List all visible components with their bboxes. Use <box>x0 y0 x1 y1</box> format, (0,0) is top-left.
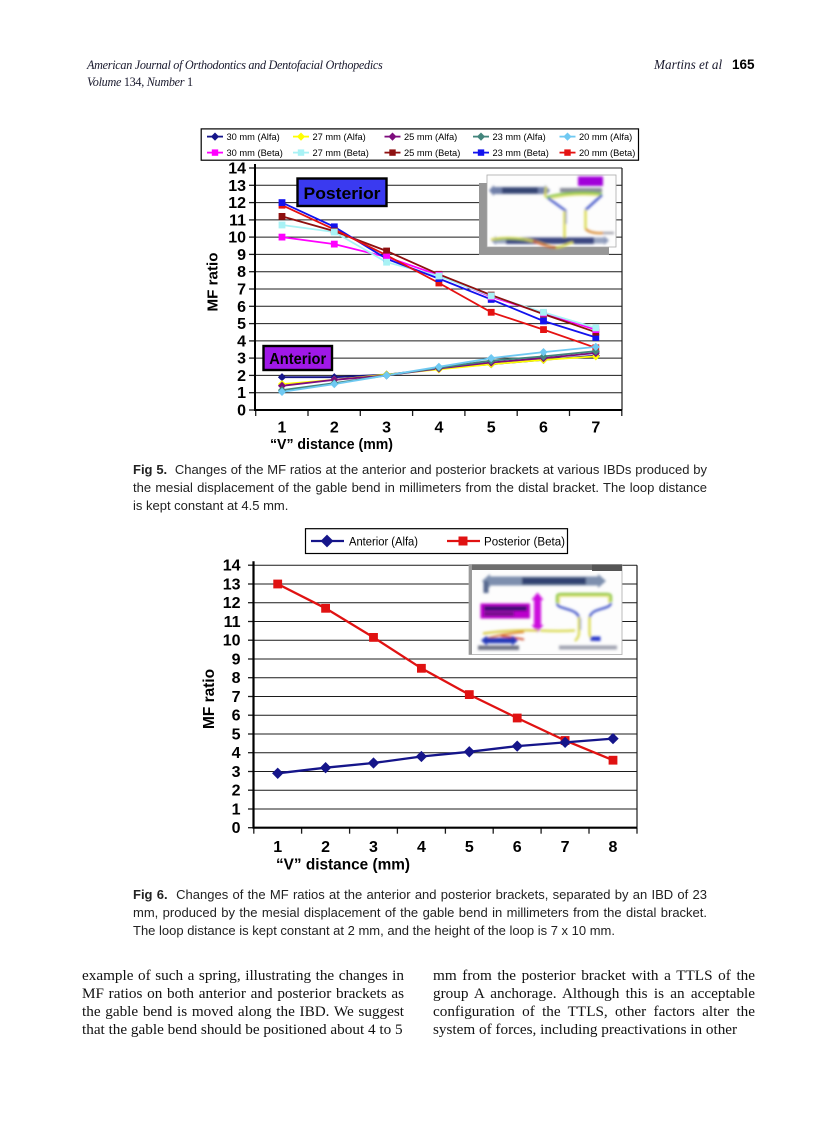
svg-text:10: 10 <box>223 633 241 650</box>
svg-text:11: 11 <box>224 614 241 631</box>
svg-text:Posterior (Beta): Posterior (Beta) <box>484 534 565 548</box>
svg-text:4: 4 <box>237 333 246 350</box>
svg-text:5: 5 <box>232 727 241 744</box>
svg-text:12: 12 <box>223 595 241 612</box>
svg-text:5: 5 <box>487 420 496 437</box>
svg-text:8: 8 <box>237 264 246 281</box>
svg-text:25 mm (Alfa): 25 mm (Alfa) <box>404 132 457 142</box>
svg-text:“V” distance (mm): “V” distance (mm) <box>276 857 410 874</box>
svg-text:30 mm (Beta): 30 mm (Beta) <box>227 148 283 158</box>
svg-text:1: 1 <box>273 839 282 856</box>
svg-text:14: 14 <box>223 558 241 575</box>
svg-text:23 mm (Alfa): 23 mm (Alfa) <box>493 132 546 142</box>
svg-text:30 mm (Alfa): 30 mm (Alfa) <box>227 132 280 142</box>
svg-text:9: 9 <box>237 247 246 264</box>
svg-text:2: 2 <box>237 368 246 385</box>
svg-text:0: 0 <box>232 820 241 837</box>
svg-text:3: 3 <box>232 764 241 781</box>
svg-text:6: 6 <box>237 299 246 316</box>
svg-text:8: 8 <box>609 839 618 856</box>
svg-text:1: 1 <box>278 420 287 437</box>
svg-text:“V” distance (mm): “V” distance (mm) <box>270 436 393 453</box>
svg-text:MF ratio: MF ratio <box>205 253 222 312</box>
svg-text:Posterior: Posterior <box>304 184 381 203</box>
svg-text:4: 4 <box>417 839 426 856</box>
svg-text:3: 3 <box>369 839 378 856</box>
svg-text:4: 4 <box>232 745 241 762</box>
svg-text:14: 14 <box>228 161 246 178</box>
svg-text:Anterior: Anterior <box>269 351 326 368</box>
svg-text:MF ratio: MF ratio <box>201 669 218 729</box>
svg-text:27 mm (Beta): 27 mm (Beta) <box>313 148 369 158</box>
svg-text:7: 7 <box>591 420 600 437</box>
svg-text:4: 4 <box>434 420 443 437</box>
svg-text:2: 2 <box>232 783 241 800</box>
svg-text:11: 11 <box>229 212 246 229</box>
svg-text:6: 6 <box>513 839 522 856</box>
svg-text:8: 8 <box>232 670 241 687</box>
svg-text:7: 7 <box>232 689 241 706</box>
svg-text:7: 7 <box>237 282 246 299</box>
svg-text:20 mm (Beta): 20 mm (Beta) <box>579 148 635 158</box>
svg-text:6: 6 <box>539 420 548 437</box>
svg-text:0: 0 <box>237 403 246 420</box>
svg-text:2: 2 <box>321 839 330 856</box>
svg-text:3: 3 <box>237 351 246 368</box>
svg-text:23 mm (Beta): 23 mm (Beta) <box>493 148 549 158</box>
svg-text:10: 10 <box>228 230 246 247</box>
svg-text:5: 5 <box>237 316 246 333</box>
svg-text:20 mm (Alfa): 20 mm (Alfa) <box>579 132 632 142</box>
svg-text:6: 6 <box>232 708 241 725</box>
svg-text:3: 3 <box>382 420 391 437</box>
svg-text:5: 5 <box>465 839 474 856</box>
svg-text:2: 2 <box>330 420 339 437</box>
svg-text:13: 13 <box>228 178 246 195</box>
svg-text:9: 9 <box>232 652 241 669</box>
svg-text:7: 7 <box>561 839 570 856</box>
svg-text:25 mm (Beta): 25 mm (Beta) <box>404 148 460 158</box>
svg-text:12: 12 <box>228 195 246 212</box>
svg-text:13: 13 <box>223 577 241 594</box>
svg-text:27 mm (Alfa): 27 mm (Alfa) <box>313 132 366 142</box>
svg-text:1: 1 <box>232 802 241 819</box>
svg-text:1: 1 <box>237 385 246 402</box>
svg-text:Anterior (Alfa): Anterior (Alfa) <box>349 534 418 548</box>
